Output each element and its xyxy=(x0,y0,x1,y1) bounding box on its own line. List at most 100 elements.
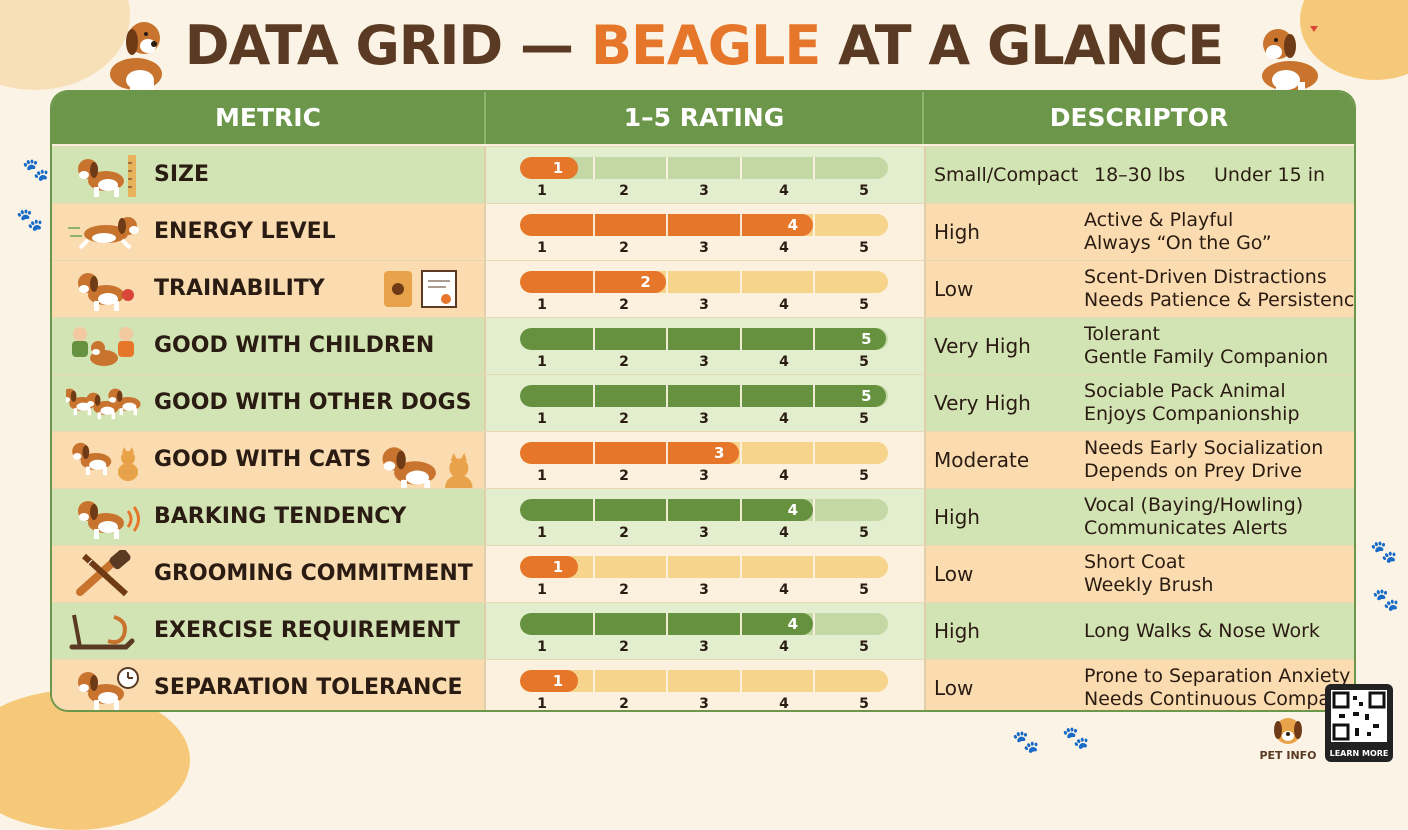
scale-tick-label: 1 xyxy=(537,639,547,655)
scale-tick-label: 2 xyxy=(619,240,629,256)
segment-divider xyxy=(739,271,742,293)
table-row: GOOD WITH CATS 3 1 2 3 4 5 Moderate Needs Early … xyxy=(52,431,1354,500)
paw-print-icon: 🐾 xyxy=(1062,726,1090,751)
descriptor-detail: Long Walks & Nose Work xyxy=(1084,620,1320,642)
beagle-and-cat-icon xyxy=(374,438,478,500)
descriptor-level: High xyxy=(934,220,980,244)
table-row: TRAINABILITY 2 1 2 3 4 5 Low Scent-Driven Distra… xyxy=(52,260,1354,317)
table-row: GROOMING COMMITMENT 1 1 2 3 4 5 Low Short Coat We… xyxy=(52,545,1354,602)
scale-tick-label: 5 xyxy=(859,411,869,427)
scale-tick-label: 1 xyxy=(537,240,547,256)
rating-cell: 2 1 2 3 4 5 xyxy=(484,261,926,317)
metric-name: BARKING TENDENCY xyxy=(154,504,407,529)
scale-tick-label: 5 xyxy=(859,297,869,313)
scale-tick-label: 3 xyxy=(699,468,709,484)
qr-code-button[interactable]: LEARN MORE xyxy=(1325,684,1393,762)
grid-header: METRIC 1–5 RATING DESCRIPTOR xyxy=(52,92,1354,144)
rating-value: 5 xyxy=(861,387,872,405)
dog-face-icon xyxy=(1274,718,1302,744)
scale-tick-label: 3 xyxy=(699,354,709,370)
scale-tick-label: 4 xyxy=(779,297,789,313)
scale-tick-label: 2 xyxy=(619,525,629,541)
descriptor-cell: Very High Sociable Pack Animal Enjoys Comp… xyxy=(922,375,1354,431)
metric-cell: GOOD WITH CATS xyxy=(52,432,484,500)
title-part-1: DATA GRID — xyxy=(184,14,591,77)
descriptor-detail: Under 15 in xyxy=(1214,164,1326,186)
scale-tick-label: 5 xyxy=(859,468,869,484)
header-rating: 1–5 RATING xyxy=(623,103,785,132)
segment-divider xyxy=(666,613,669,635)
descriptor-level: High xyxy=(934,505,980,529)
metric-name: SEPARATION TOLERANCE xyxy=(154,675,463,700)
descriptor-detail: Needs Early Socialization xyxy=(1084,437,1324,459)
descriptor-cell: Low Short Coat Weekly Brush xyxy=(922,546,1354,602)
scale-tick-label: 2 xyxy=(619,582,629,598)
segment-divider xyxy=(739,214,742,236)
rating-cell: 5 1 2 3 4 5 xyxy=(484,375,926,431)
metric-cell: SIZE xyxy=(52,147,484,203)
scale-tick-label: 1 xyxy=(537,582,547,598)
table-row: GOOD WITH OTHER DOGS 5 1 2 3 4 5 Very High Socia… xyxy=(52,374,1354,431)
table-row: SIZE 1 1 2 3 4 5 Small/Compact 18–30 lbs Under 15… xyxy=(52,146,1354,203)
descriptor-detail: 18–30 lbs xyxy=(1094,164,1186,186)
descriptor-detail: Scent-Driven Distractions xyxy=(1084,266,1327,288)
barking-beagle-icon xyxy=(66,493,142,541)
segment-divider xyxy=(666,271,669,293)
scale-tick-label: 4 xyxy=(779,582,789,598)
scale-tick-label: 3 xyxy=(699,240,709,256)
table-row: SEPARATION TOLERANCE 1 1 2 3 4 5 Low Prone to Se… xyxy=(52,659,1354,710)
segment-divider xyxy=(592,613,595,635)
segment-divider xyxy=(739,556,742,578)
metric-name: ENERGY LEVEL xyxy=(154,219,336,244)
segment-divider xyxy=(813,613,816,635)
food-bag-and-certificate-icon xyxy=(380,267,472,311)
rating-value: 1 xyxy=(552,558,564,576)
scale-tick-label: 1 xyxy=(537,468,547,484)
metric-cell: GROOMING COMMITMENT xyxy=(52,546,484,602)
rating-value: 5 xyxy=(861,330,872,348)
descriptor-level: High xyxy=(934,619,980,643)
children-with-beagle-icon xyxy=(66,322,142,370)
descriptor-cell: Low Prone to Separation Anxiety Needs Cont… xyxy=(922,660,1354,710)
descriptor-cell: High Long Walks & Nose Work xyxy=(922,603,1354,659)
segment-divider xyxy=(813,442,816,464)
metric-cell: GOOD WITH OTHER DOGS xyxy=(52,375,484,431)
segment-divider xyxy=(813,214,816,236)
page-title: DATA GRID — BEAGLE AT A GLANCE xyxy=(0,14,1408,77)
scale-tick-label: 1 xyxy=(537,183,547,199)
paw-print-icon: 🐾 xyxy=(16,208,44,233)
descriptor-detail: Enjoys Companionship xyxy=(1084,403,1300,425)
scale-tick-label: 2 xyxy=(619,468,629,484)
descriptor-cell: Moderate Needs Early Socialization Depends… xyxy=(922,432,1354,488)
descriptor-cell: Low Scent-Driven Distractions Needs Patien… xyxy=(922,261,1354,317)
scale-tick-label: 3 xyxy=(699,183,709,199)
rating-fill xyxy=(520,670,578,692)
scale-tick-label: 3 xyxy=(699,411,709,427)
rating-track: 5 xyxy=(520,328,888,350)
segment-divider xyxy=(739,157,742,179)
metric-cell: BARKING TENDENCY xyxy=(52,489,484,545)
descriptor-level: Very High xyxy=(934,334,1031,358)
table-row: BARKING TENDENCY 4 1 2 3 4 5 High Vocal (Baying/… xyxy=(52,488,1354,545)
rating-value: 4 xyxy=(787,501,799,519)
segment-divider xyxy=(739,385,742,407)
scale-tick-label: 2 xyxy=(619,696,629,710)
segment-divider xyxy=(813,271,816,293)
segment-divider xyxy=(739,670,742,692)
segment-divider xyxy=(739,499,742,521)
descriptor-detail: Prone to Separation Anxiety xyxy=(1084,665,1351,687)
segment-divider xyxy=(813,157,816,179)
rating-fill xyxy=(520,556,578,578)
metric-name: EXERCISE REQUIREMENT xyxy=(154,618,460,643)
rating-fill xyxy=(520,442,740,464)
segment-divider xyxy=(666,157,669,179)
scale-tick-label: 5 xyxy=(859,525,869,541)
rating-track: 4 xyxy=(520,499,888,521)
segment-divider xyxy=(813,328,816,350)
descriptor-detail: Active & Playful xyxy=(1084,209,1234,231)
segment-divider xyxy=(592,271,595,293)
scale-tick-label: 2 xyxy=(619,354,629,370)
paw-print-icon: 🐾 xyxy=(1012,730,1040,755)
scale-tick-label: 2 xyxy=(619,411,629,427)
